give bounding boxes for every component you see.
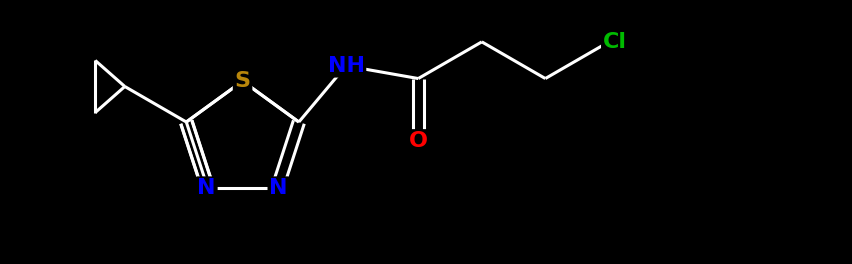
Text: Cl: Cl xyxy=(603,32,627,52)
Text: N: N xyxy=(269,178,288,198)
Text: N: N xyxy=(198,178,216,198)
Text: NH: NH xyxy=(327,56,365,76)
Text: O: O xyxy=(409,131,428,151)
Text: S: S xyxy=(234,71,250,91)
